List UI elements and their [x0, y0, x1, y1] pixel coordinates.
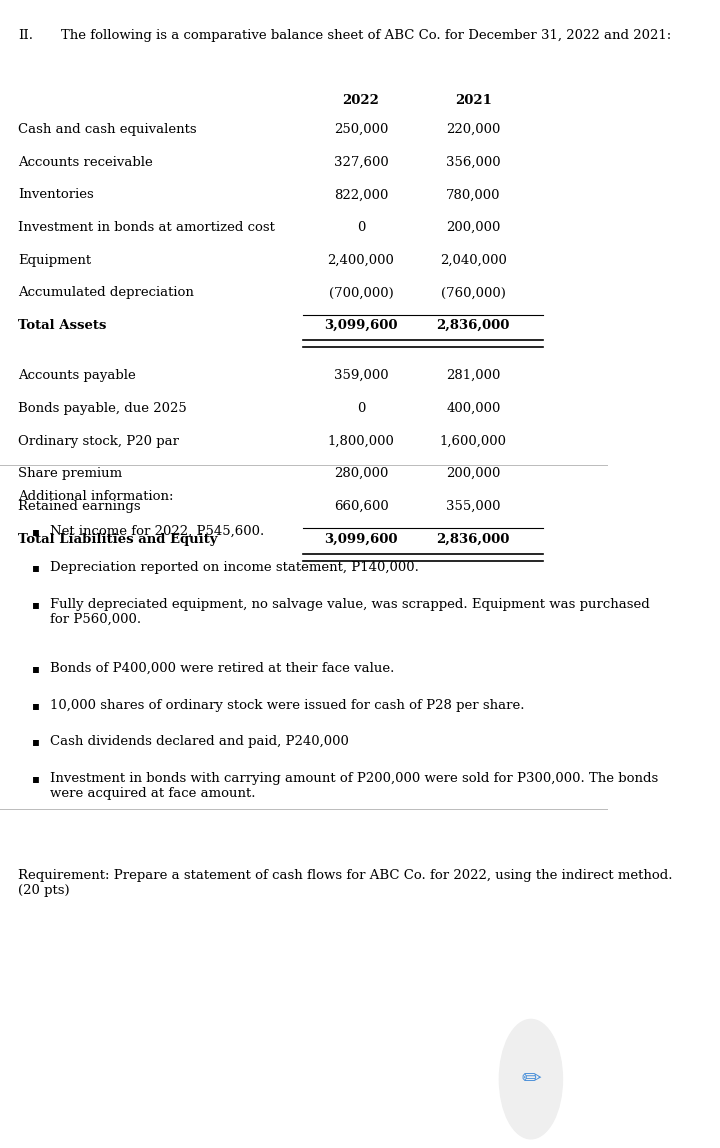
- Text: 780,000: 780,000: [446, 188, 500, 201]
- Text: 2,836,000: 2,836,000: [436, 533, 510, 545]
- Text: 355,000: 355,000: [446, 501, 500, 513]
- Text: Depreciation reported on income statement, P140,000.: Depreciation reported on income statemen…: [50, 561, 418, 574]
- Text: 1,800,000: 1,800,000: [328, 435, 395, 448]
- Text: Investment in bonds at amortized cost: Investment in bonds at amortized cost: [18, 220, 275, 234]
- Text: ✏: ✏: [521, 1068, 541, 1091]
- Text: Cash and cash equivalents: Cash and cash equivalents: [18, 123, 197, 135]
- Text: 2022: 2022: [343, 94, 379, 107]
- Text: ▪: ▪: [32, 561, 40, 574]
- Text: ▪: ▪: [32, 736, 40, 748]
- Text: 281,000: 281,000: [446, 370, 500, 382]
- Text: Equipment: Equipment: [18, 254, 91, 266]
- Text: (700,000): (700,000): [328, 287, 393, 300]
- Text: Investment in bonds with carrying amount of P200,000 were sold for P300,000. The: Investment in bonds with carrying amount…: [50, 773, 658, 800]
- Text: ▪: ▪: [32, 598, 40, 611]
- Text: 250,000: 250,000: [334, 123, 388, 135]
- Text: 2021: 2021: [455, 94, 492, 107]
- Text: 200,000: 200,000: [446, 467, 500, 480]
- Text: 356,000: 356,000: [446, 155, 500, 169]
- Text: 200,000: 200,000: [446, 220, 500, 234]
- Text: Inventories: Inventories: [18, 188, 94, 201]
- Text: Additional information:: Additional information:: [18, 490, 174, 503]
- Text: 10,000 shares of ordinary stock were issued for cash of P28 per share.: 10,000 shares of ordinary stock were iss…: [50, 698, 524, 712]
- Text: ▪: ▪: [32, 661, 40, 675]
- Text: 2,400,000: 2,400,000: [328, 254, 395, 266]
- Text: Share premium: Share premium: [18, 467, 122, 480]
- Text: 220,000: 220,000: [446, 123, 500, 135]
- Text: Accumulated depreciation: Accumulated depreciation: [18, 287, 194, 300]
- Text: II.: II.: [18, 29, 33, 41]
- Text: 0: 0: [357, 402, 365, 414]
- Text: 0: 0: [357, 220, 365, 234]
- Text: 359,000: 359,000: [333, 370, 388, 382]
- Text: The following is a comparative balance sheet of ABC Co. for December 31, 2022 an: The following is a comparative balance s…: [60, 29, 671, 41]
- Text: Ordinary stock, P20 par: Ordinary stock, P20 par: [18, 435, 179, 448]
- Text: Bonds of P400,000 were retired at their face value.: Bonds of P400,000 were retired at their …: [50, 661, 394, 675]
- Text: ▪: ▪: [32, 773, 40, 785]
- Text: ▪: ▪: [32, 525, 40, 537]
- Text: 1,600,000: 1,600,000: [440, 435, 507, 448]
- Text: Cash dividends declared and paid, P240,000: Cash dividends declared and paid, P240,0…: [50, 736, 348, 748]
- Text: Fully depreciated equipment, no salvage value, was scrapped. Equipment was purch: Fully depreciated equipment, no salvage …: [50, 598, 649, 626]
- Text: Total Liabilities and Equity: Total Liabilities and Equity: [18, 533, 217, 545]
- Text: 400,000: 400,000: [446, 402, 500, 414]
- Text: 822,000: 822,000: [334, 188, 388, 201]
- Circle shape: [500, 1019, 562, 1139]
- Text: Accounts receivable: Accounts receivable: [18, 155, 153, 169]
- Text: 280,000: 280,000: [334, 467, 388, 480]
- Text: Accounts payable: Accounts payable: [18, 370, 136, 382]
- Text: Requirement: Prepare a statement of cash flows for ABC Co. for 2022, using the i: Requirement: Prepare a statement of cash…: [18, 869, 672, 897]
- Text: ▪: ▪: [32, 698, 40, 712]
- Text: 2,836,000: 2,836,000: [436, 319, 510, 332]
- Text: 3,099,600: 3,099,600: [324, 319, 397, 332]
- Text: 660,600: 660,600: [333, 501, 388, 513]
- Text: 327,600: 327,600: [333, 155, 388, 169]
- Text: Total Assets: Total Assets: [18, 319, 107, 332]
- Text: Retained earnings: Retained earnings: [18, 501, 141, 513]
- Text: Net income for 2022, P545,600.: Net income for 2022, P545,600.: [50, 525, 264, 537]
- Text: 3,099,600: 3,099,600: [324, 533, 397, 545]
- Text: Bonds payable, due 2025: Bonds payable, due 2025: [18, 402, 187, 414]
- Text: 2,040,000: 2,040,000: [440, 254, 507, 266]
- Text: (760,000): (760,000): [441, 287, 505, 300]
